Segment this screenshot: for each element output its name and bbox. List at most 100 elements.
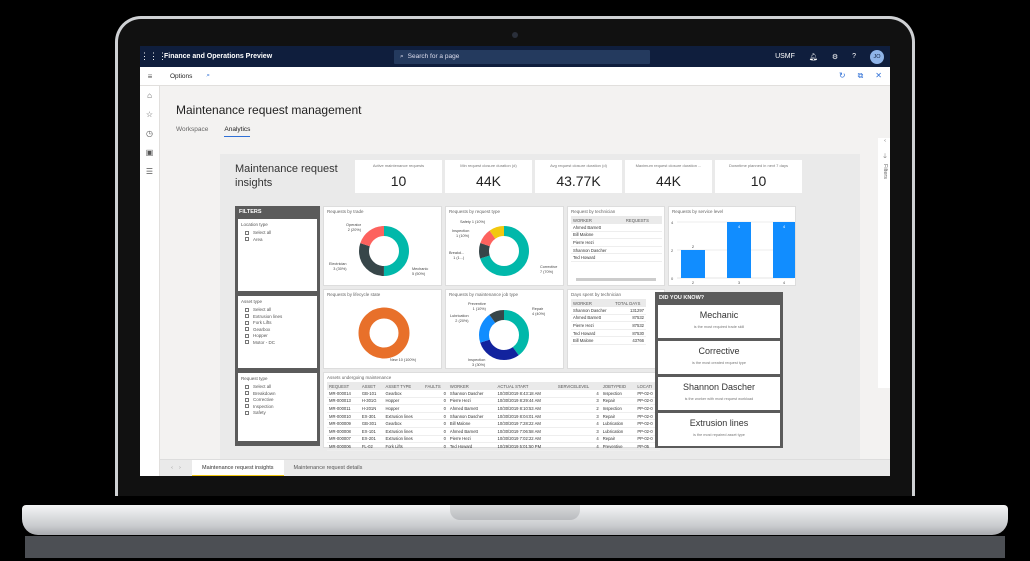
chart-requests-by-trade[interactable]: Requests by trade Operator 2 (20%) Electr… (323, 206, 442, 286)
search-input[interactable]: ⌕ Search for a page (394, 49, 650, 64)
cell: Repair (600, 412, 636, 421)
star-icon[interactable]: ☆ (145, 110, 154, 119)
checkbox[interactable] (245, 237, 249, 241)
horizontal-scrollbar[interactable] (576, 278, 656, 281)
column-header[interactable]: WORKER (571, 299, 614, 307)
filter-option[interactable]: Select all (245, 307, 314, 312)
table-row: MR-000013 H-301G Hopper 0 Pierre Hezi 10/30/2… (327, 397, 660, 406)
filter-option[interactable]: Extrusion lines (245, 314, 314, 319)
filter-option[interactable]: Corrective (245, 397, 314, 402)
previous-page-icon[interactable]: ‹ (171, 465, 173, 471)
column-header[interactable]: ASSET TYPE (383, 382, 424, 390)
table-row: Pierre Hezi 87532 (571, 321, 646, 330)
open-in-new-window-icon[interactable]: ⧉ (857, 71, 864, 80)
cell: PP-02-0 (635, 397, 660, 406)
gear-icon[interactable]: ⚙ (831, 53, 839, 61)
checkbox[interactable] (245, 333, 249, 338)
close-icon[interactable]: ✕ (875, 71, 882, 80)
cell: Ted Howard (447, 442, 496, 451)
chart-requests-by-maintenance-job-type[interactable]: Requests by maintenance job type Prevent… (445, 289, 564, 369)
chart-requests-by-service-level[interactable]: Requests by service level 4 2 0 2 4 4 (668, 206, 796, 286)
checkbox[interactable] (245, 307, 249, 312)
help-icon[interactable]: ? (852, 53, 856, 60)
list-icon[interactable]: ☰ (145, 167, 154, 176)
checkbox[interactable] (245, 384, 249, 389)
tab-maintenance-request-details[interactable]: Maintenance request details (293, 465, 363, 471)
checkbox[interactable] (245, 410, 249, 415)
home-icon[interactable]: ⌂ (147, 91, 152, 100)
filter-option[interactable]: Fork Lifts (245, 320, 314, 325)
table-row: Ahmed Barnett (571, 224, 662, 232)
cell: 131297 (613, 307, 646, 315)
column-header[interactable]: REQUEST (327, 382, 360, 390)
insight-tile: Extrusion lines is the most repaired asse… (658, 413, 780, 446)
filter-option[interactable]: Hopper (245, 333, 314, 338)
checkbox[interactable] (245, 327, 249, 331)
search-icon[interactable]: ⌕ (206, 72, 211, 79)
filter-option[interactable]: Gearbox (245, 327, 314, 332)
cell: Pierre Hezi (447, 435, 496, 444)
column-header[interactable]: REQUESTS (623, 216, 662, 224)
cell: 0 (423, 435, 448, 444)
chart-title: Requests by maintenance job type (449, 292, 519, 297)
cell: Shannon Dascher (571, 246, 624, 255)
filter-option[interactable]: Breakdown (245, 391, 314, 396)
checkbox[interactable] (245, 397, 249, 402)
chevron-left-icon[interactable]: ‹ (884, 138, 886, 144)
checkbox[interactable] (245, 391, 249, 395)
table-row: Bill Malone 43766 (571, 336, 646, 345)
filter-option[interactable]: Safety (245, 410, 314, 415)
table-title: Assets undergoing maintenance (327, 375, 392, 380)
filter-option[interactable]: Motor - DC (245, 340, 314, 345)
filter-option[interactable]: Select all (245, 230, 314, 235)
cell: Ahmed Barnett (447, 427, 496, 436)
filter-option[interactable]: Inspection (245, 404, 314, 409)
next-page-icon[interactable]: › (179, 465, 181, 471)
filter-option[interactable]: Select all (245, 384, 314, 389)
filter-option[interactable]: Area (245, 237, 314, 242)
avatar[interactable]: JO (870, 49, 884, 64)
tab-analytics[interactable]: Analytics (224, 126, 251, 137)
cell: 10/30/2019 8:04:01 AM (495, 412, 556, 421)
checkbox[interactable] (245, 314, 249, 318)
label: Lubrication (450, 314, 469, 318)
options-button[interactable]: Options (170, 72, 193, 80)
option-label: Corrective (253, 397, 274, 402)
cell: 10/29/2019 5:01:50 PM (495, 442, 556, 451)
option-label: Select all (253, 307, 272, 312)
hamburger-menu-icon[interactable]: ≡ (147, 71, 153, 81)
table-title: Request by technician (571, 209, 616, 214)
refresh-icon[interactable]: ↻ (838, 71, 846, 80)
cell: Gearbox (383, 419, 424, 428)
bell-icon[interactable]: 🔔︎ (808, 53, 818, 61)
column-header[interactable]: LOCATI (635, 382, 660, 390)
checkbox[interactable] (245, 230, 249, 235)
checkbox[interactable] (245, 320, 249, 325)
app-title[interactable]: Finance and Operations Preview (164, 53, 273, 60)
svg-text:4: 4 (671, 220, 674, 225)
chart-requests-by-lifecycle-state[interactable]: Requests by lifecycle state New 10 (100%… (323, 289, 442, 369)
tab-maintenance-request-insights[interactable]: Maintenance request insights (192, 460, 284, 476)
filter-title: Request type (241, 376, 268, 381)
table-row: MR-000009 GB-301 Gearbox 0 Bill Malone 10/30/… (327, 419, 660, 428)
column-header[interactable]: WORKER (571, 216, 624, 224)
tab-workspace[interactable]: Workspace (176, 126, 209, 133)
svg-text:0: 0 (671, 276, 674, 281)
app-launcher-icon[interactable]: ⋮⋮⋮ (140, 51, 167, 61)
column-header[interactable]: SERVICELEVEL (555, 382, 601, 390)
clock-icon[interactable]: ◷ (146, 129, 153, 138)
workspace-icon[interactable]: ▣ (145, 148, 154, 157)
donut-chart (359, 226, 409, 276)
checkbox[interactable] (245, 404, 249, 408)
column-header[interactable]: ASSET (359, 382, 384, 390)
column-header[interactable]: WORKER (447, 382, 496, 390)
chart-requests-by-request-type[interactable]: Requests by request type Safety 1 (10%) … (445, 206, 564, 286)
checkbox[interactable] (245, 340, 249, 344)
column-header[interactable]: JOBTYPEID (600, 382, 636, 390)
company-picker[interactable]: USMF (775, 53, 795, 60)
filters-pane-toggle[interactable]: ‹ ⏚ Filters (878, 138, 890, 388)
column-header[interactable]: ACTUAL START (495, 382, 556, 390)
cell: MR-000006 (327, 442, 360, 451)
column-header[interactable]: FAULTS (423, 382, 448, 390)
column-header[interactable]: TOTAL DAYS (613, 299, 646, 307)
